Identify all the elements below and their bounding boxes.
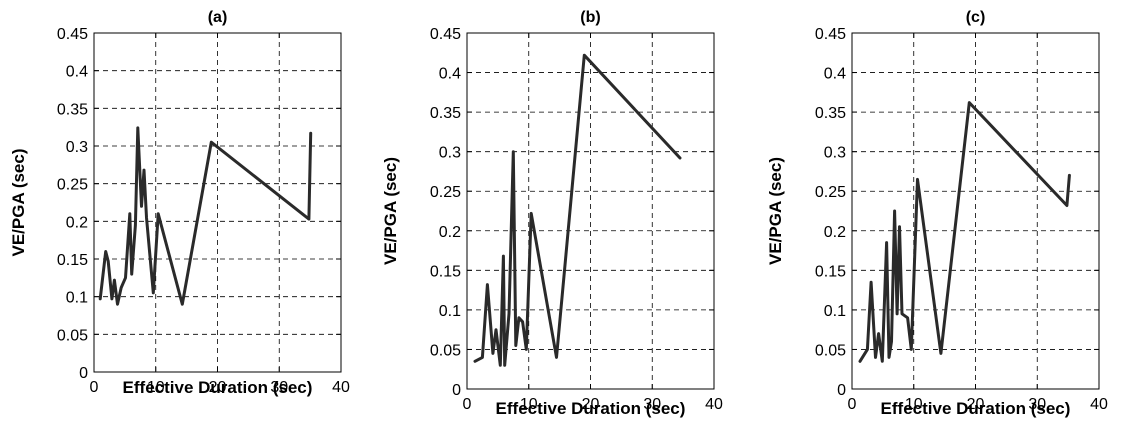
- x-tick-label: 30: [270, 379, 288, 396]
- y-tick-label: 0.45: [57, 26, 88, 43]
- panel-title: (c): [966, 9, 986, 26]
- x-tick-label: 30: [643, 396, 661, 413]
- y-axis-label: VE/PGA (sec): [766, 157, 785, 265]
- y-tick-label: 0: [452, 382, 461, 399]
- y-tick-label: 0.1: [66, 290, 88, 307]
- plot-frame: [851, 32, 1100, 390]
- y-tick-label: 0.4: [439, 66, 461, 83]
- x-tick-label: 40: [705, 396, 723, 413]
- x-tick-label: 40: [1090, 396, 1108, 413]
- x-tick-label: 10: [520, 396, 538, 413]
- y-tick-label: 0.05: [57, 327, 88, 344]
- y-tick-label: 0.35: [815, 105, 846, 122]
- x-tick-label: 20: [967, 396, 985, 413]
- y-tick-label: 0.05: [430, 342, 461, 359]
- y-tick-label: 0.15: [57, 252, 88, 269]
- x-tick-label: 20: [209, 379, 227, 396]
- y-tick-label: 0.3: [66, 139, 88, 156]
- y-tick-label: 0.45: [815, 26, 846, 43]
- y-tick-label: 0.25: [430, 184, 461, 201]
- x-tick-label: 30: [1028, 396, 1046, 413]
- x-tick-label: 10: [905, 396, 923, 413]
- x-tick-label: 20: [582, 396, 600, 413]
- x-tick-label: 40: [332, 379, 350, 396]
- y-tick-label: 0.4: [824, 66, 846, 83]
- y-tick-label: 0.2: [824, 224, 846, 241]
- x-tick-label: 0: [90, 379, 99, 396]
- y-tick-label: 0.15: [430, 263, 461, 280]
- y-tick-label: 0.45: [430, 26, 461, 43]
- x-axis-label: Effective Duration (sec): [496, 399, 686, 418]
- y-tick-label: 0.35: [430, 105, 461, 122]
- y-tick-label: 0.15: [815, 263, 846, 280]
- y-tick-label: 0.2: [66, 214, 88, 231]
- y-tick-label: 0.2: [439, 224, 461, 241]
- y-axis-label: VE/PGA (sec): [381, 157, 400, 265]
- x-tick-label: 0: [848, 396, 857, 413]
- x-tick-label: 0: [463, 396, 472, 413]
- y-tick-label: 0.1: [824, 303, 846, 320]
- x-tick-label: 10: [147, 379, 165, 396]
- y-tick-label: 0.05: [815, 342, 846, 359]
- series-line: [473, 53, 682, 367]
- series-line: [98, 126, 313, 306]
- chart-panel-1: 0 0.05 0.1 0.15 0.2 0.25 0.3 0.35 0.4 0.45 0 10 20 30…: [9, 9, 350, 397]
- y-axis-label: VE/PGA (sec): [9, 148, 28, 256]
- panel-title: (a): [208, 9, 228, 26]
- y-tick-label: 0: [837, 382, 846, 399]
- y-tick-label: 0.25: [815, 184, 846, 201]
- y-tick-label: 0.25: [57, 177, 88, 194]
- y-tick-label: 0.4: [66, 64, 88, 81]
- y-tick-label: 0: [79, 365, 88, 382]
- chart-panel-2: 0 0.05 0.1 0.15 0.2 0.25 0.3 0.35 0.4 0.45 0 10 20 30…: [381, 9, 723, 418]
- panel-title: (b): [580, 9, 600, 26]
- y-tick-label: 0.35: [57, 101, 88, 118]
- plot-frame: [93, 32, 342, 373]
- y-tick-label: 0.3: [824, 145, 846, 162]
- chart-panel-3: 0 0.05 0.1 0.15 0.2 0.25 0.3 0.35 0.4 0.45 0 10 20 30…: [766, 9, 1108, 418]
- series-line: [858, 101, 1071, 363]
- plot-frame: [466, 32, 715, 390]
- y-tick-label: 0.1: [439, 303, 461, 320]
- x-axis-label: Effective Duration (sec): [123, 378, 313, 397]
- y-tick-label: 0.3: [439, 145, 461, 162]
- x-axis-label: Effective Duration (sec): [881, 399, 1071, 418]
